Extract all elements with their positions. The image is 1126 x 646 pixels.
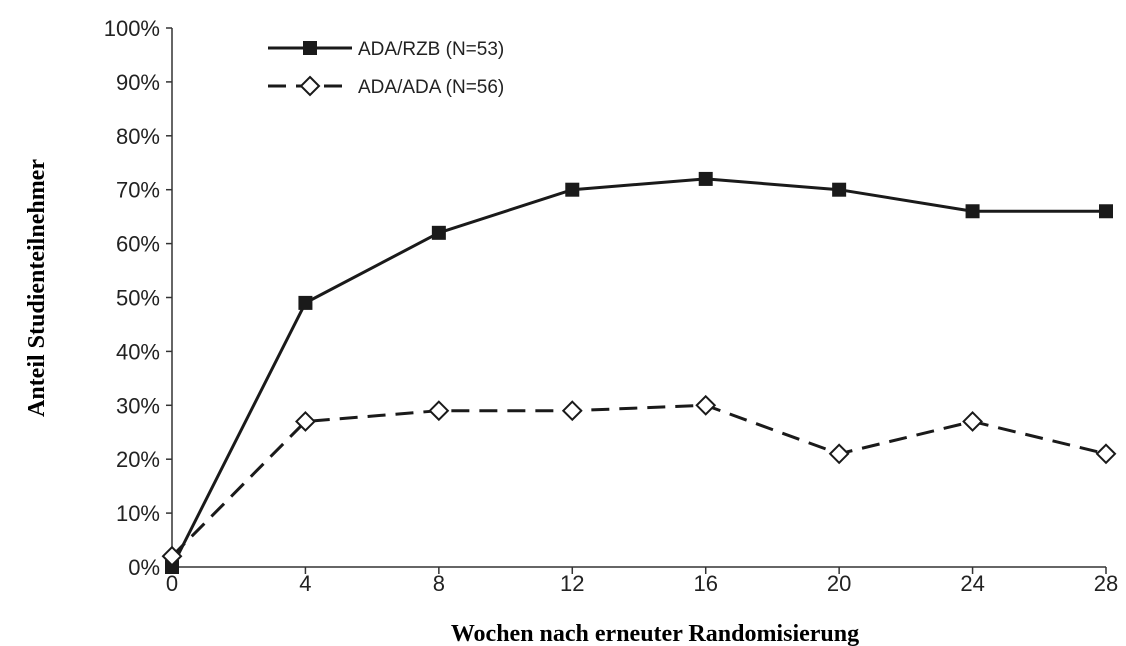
y-axis-ticks: 0% 10% 20% 30% 40% 50% 60% 70% 80% 90% 100% bbox=[104, 16, 172, 580]
legend-item: ADA/ADA (N=56) bbox=[268, 75, 504, 98]
data-point bbox=[1099, 204, 1113, 219]
x-axis-ticks: 0 4 8 12 16 20 24 28 bbox=[166, 567, 1118, 596]
data-point bbox=[828, 443, 850, 465]
data-point bbox=[565, 182, 580, 197]
y-tick-label: 10% bbox=[116, 501, 160, 526]
series-2 bbox=[161, 394, 1117, 567]
marker-open-diamond bbox=[828, 443, 850, 465]
marker-open-diamond bbox=[295, 411, 316, 432]
data-point bbox=[428, 400, 450, 422]
y-axis-title: Anteil Studienteilnehmer bbox=[24, 159, 50, 417]
series-layer bbox=[161, 171, 1117, 574]
y-tick-label: 20% bbox=[116, 447, 160, 472]
data-point bbox=[962, 411, 983, 432]
legend-marker bbox=[299, 75, 321, 97]
marker-open-diamond bbox=[299, 75, 321, 97]
legend: ADA/RZB (N=53) ADA/ADA (N=56) bbox=[268, 39, 504, 98]
y-tick-label: 70% bbox=[116, 178, 160, 203]
data-point bbox=[165, 560, 179, 574]
x-tick-label: 16 bbox=[693, 571, 717, 596]
marker-open-diamond bbox=[561, 400, 583, 422]
marker-open-diamond bbox=[962, 411, 983, 432]
data-point bbox=[295, 411, 316, 432]
marker-filled-square bbox=[431, 225, 446, 240]
data-point bbox=[561, 400, 583, 422]
marker-open-diamond bbox=[1095, 443, 1117, 465]
x-tick-label: 4 bbox=[299, 571, 311, 596]
data-point bbox=[431, 225, 446, 240]
marker-open-diamond bbox=[161, 545, 183, 567]
marker-filled-square bbox=[565, 182, 580, 197]
data-point bbox=[298, 295, 313, 310]
legend-label: ADA/RZB (N=53) bbox=[358, 39, 504, 60]
marker-filled-square bbox=[832, 182, 847, 197]
marker-filled-square bbox=[165, 560, 179, 574]
marker-filled-square bbox=[298, 295, 313, 310]
marker-open-diamond bbox=[428, 400, 450, 422]
x-tick-label: 0 bbox=[166, 571, 178, 596]
marker-filled-square bbox=[303, 41, 317, 55]
y-tick-label: 80% bbox=[116, 124, 160, 149]
y-tick-label: 60% bbox=[116, 232, 160, 257]
x-tick-label: 24 bbox=[960, 571, 984, 596]
data-point bbox=[161, 545, 183, 567]
series-1 bbox=[165, 171, 1113, 574]
data-point bbox=[1095, 443, 1117, 465]
legend-marker bbox=[303, 41, 317, 55]
x-axis-title: Wochen nach erneuter Randomisierung bbox=[451, 621, 859, 646]
marker-open-diamond bbox=[695, 394, 717, 416]
data-point bbox=[695, 394, 717, 416]
y-tick-label: 0% bbox=[128, 555, 160, 580]
data-point bbox=[832, 182, 847, 197]
x-tick-label: 8 bbox=[433, 571, 445, 596]
y-tick-label: 90% bbox=[116, 70, 160, 95]
data-point bbox=[698, 171, 713, 186]
legend-label: ADA/ADA (N=56) bbox=[358, 77, 504, 98]
y-tick-label: 40% bbox=[116, 339, 160, 364]
series-line bbox=[170, 177, 1106, 568]
marker-filled-square bbox=[965, 204, 980, 219]
x-tick-label: 12 bbox=[560, 571, 584, 596]
y-tick-label: 50% bbox=[116, 286, 160, 311]
series-line bbox=[170, 403, 1107, 558]
y-tick-label: 30% bbox=[116, 393, 160, 418]
x-tick-label: 28 bbox=[1094, 571, 1118, 596]
marker-filled-square bbox=[698, 171, 713, 186]
x-tick-label: 20 bbox=[827, 571, 851, 596]
y-tick-label: 100% bbox=[104, 16, 160, 41]
data-point bbox=[965, 204, 980, 219]
legend-item: ADA/RZB (N=53) bbox=[268, 39, 504, 60]
marker-filled-square bbox=[1099, 204, 1113, 219]
